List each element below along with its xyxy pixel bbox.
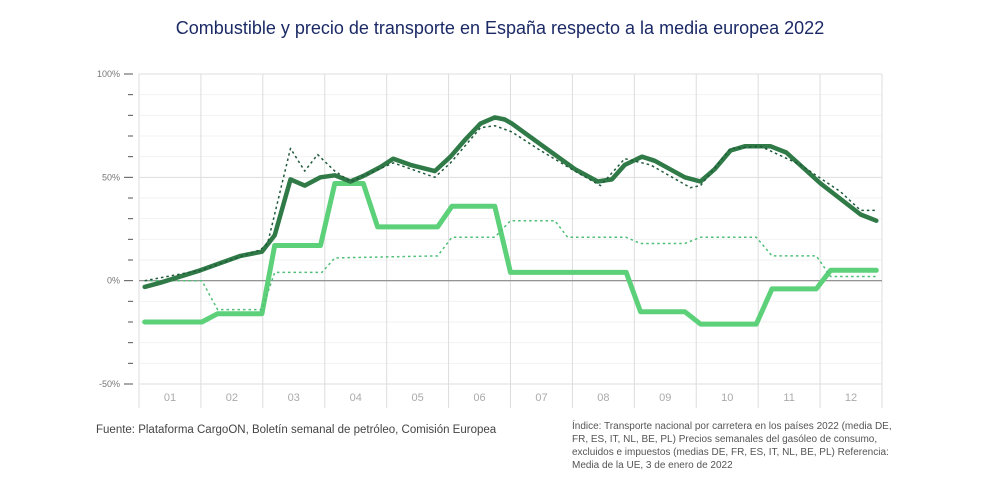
- x-tick-label: 11: [783, 392, 794, 404]
- x-tick-label: 04: [350, 392, 362, 404]
- x-tick-label: 05: [412, 392, 424, 404]
- x-tick-label: 08: [597, 392, 609, 404]
- x-tick-label: 02: [226, 392, 238, 404]
- series-line-dotted-light: [144, 219, 877, 311]
- x-tick-label: 10: [721, 392, 733, 404]
- y-tick-label: 0%: [107, 276, 120, 286]
- y-tick-label: 100%: [97, 69, 120, 79]
- note-text: Índice: Transporte nacional por carreter…: [572, 421, 892, 471]
- series-line-solid-light: [142, 181, 879, 327]
- x-tick-label: 06: [473, 392, 485, 404]
- x-tick-label: 03: [288, 392, 300, 404]
- x-tick-label: 12: [845, 392, 857, 404]
- source-text: Fuente: Plataforma CargoON, Boletín sema…: [96, 424, 497, 436]
- x-tick-label: 09: [659, 392, 671, 404]
- y-tick-label: -50%: [99, 379, 120, 389]
- chart-title: Combustible y precio de transporte en Es…: [175, 18, 825, 38]
- series-line-solid-dark: [142, 115, 879, 290]
- x-tick-label: 01: [164, 392, 176, 404]
- x-tick-label: 07: [535, 392, 547, 404]
- series-line-dotted-dark: [144, 124, 877, 282]
- y-tick-label: 50%: [102, 172, 120, 182]
